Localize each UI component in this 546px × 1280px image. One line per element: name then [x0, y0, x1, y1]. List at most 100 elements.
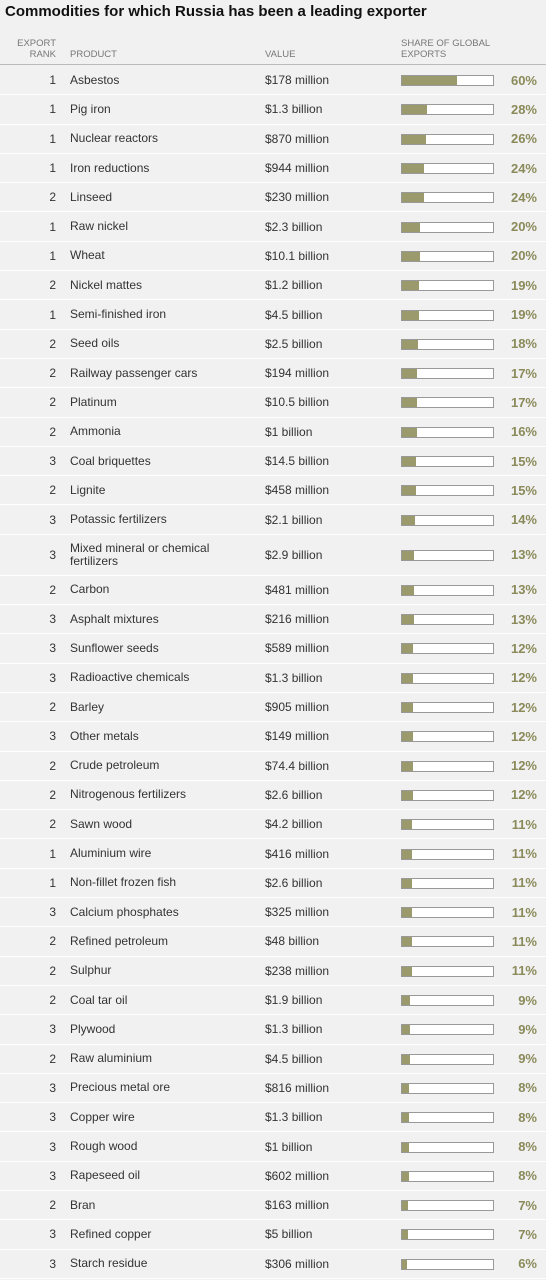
product: Linseed: [70, 189, 113, 204]
product: Nuclear reactors: [70, 131, 159, 146]
rank: 1: [49, 131, 56, 146]
share-bar: [402, 732, 413, 742]
value: $944 million: [265, 161, 330, 176]
share-bar-track: [401, 1112, 494, 1124]
value: $10.5 billion: [265, 395, 330, 410]
rank: 2: [49, 787, 56, 802]
value: $14.5 billion: [265, 454, 330, 468]
product: Sawn wood: [70, 816, 133, 831]
share-bar-track: [401, 514, 494, 526]
value: $416 million: [265, 846, 330, 861]
share-bar-track: [401, 456, 494, 467]
table-row: 2 Carbon $481 million 13%: [0, 576, 546, 606]
share-label: 20%: [510, 248, 537, 264]
share-bar-track: [401, 789, 494, 801]
product: Non-fillet frozen fish: [70, 875, 177, 890]
value: $5 billion: [265, 1227, 313, 1242]
share-bar: [402, 996, 411, 1006]
table-row: 3 Radioactive chemicals $1.3 billion 12%: [0, 664, 546, 693]
rank: 2: [49, 934, 56, 949]
rank: 3: [49, 1110, 56, 1125]
rank: 2: [49, 700, 56, 715]
share-label: 11%: [511, 963, 537, 979]
table-row: 1 Aluminium wire $416 million 11%: [0, 839, 546, 869]
share-bar-track: [401, 133, 494, 145]
table-row: 3 Rapeseed oil $602 million 8%: [0, 1162, 546, 1191]
share-bar: [402, 1083, 410, 1093]
share-bar: [402, 193, 424, 203]
share-label: 17%: [510, 394, 537, 410]
share-bar: [402, 486, 416, 496]
share-bar-track: [401, 1053, 494, 1065]
header-value: VALUE: [265, 49, 296, 60]
table-row: 1 Pig iron $1.3 billion 28%: [0, 95, 546, 125]
share-bar-track: [401, 192, 494, 204]
share-label: 28%: [510, 101, 537, 117]
share-label: 19%: [510, 307, 537, 323]
value: $1 billion: [265, 1139, 313, 1154]
share-label: 12%: [510, 670, 537, 686]
share-bar-track: [401, 1141, 494, 1153]
product: Refined copper: [70, 1226, 152, 1241]
table-row: 3 Refined copper $5 billion 7%: [0, 1220, 546, 1250]
share-label: 7%: [518, 1197, 537, 1213]
share-bar: [402, 585, 414, 595]
share-bar-track: [401, 75, 494, 87]
header-share: SHARE OF GLOBAL EXPORTS: [401, 38, 490, 60]
rank: 3: [49, 1227, 56, 1242]
value: $238 million: [265, 963, 330, 978]
product: Ammonia: [70, 424, 121, 439]
product: Platinum: [70, 394, 117, 409]
header-product: PRODUCT: [70, 49, 117, 60]
product: Semi-finished iron: [70, 307, 167, 322]
table-row: 2 Lignite $458 million 15%: [0, 476, 546, 506]
product: Rough wood: [70, 1139, 138, 1154]
value: $4.2 billion: [265, 817, 323, 832]
share-label: 7%: [518, 1226, 537, 1242]
product: Sulphur: [70, 963, 112, 978]
share-bar-track: [401, 549, 494, 561]
table-row: 2 Barley $905 million 12%: [0, 693, 546, 723]
share-bar-track: [401, 221, 494, 233]
share-bar: [402, 550, 414, 560]
table-row: 3 Coal briquettes $14.5 billion 15%: [0, 447, 546, 477]
table-row: 1 Raw nickel $2.3 billion 20%: [0, 212, 546, 242]
value: $2.6 billion: [265, 875, 323, 890]
share-bar: [402, 1259, 408, 1269]
table-row: 3 Plywood $1.3 billion 9%: [0, 1015, 546, 1045]
rank: 2: [49, 817, 56, 832]
share-label: 9%: [518, 992, 537, 1008]
product: Iron reductions: [70, 160, 150, 175]
product: Copper wire: [70, 1109, 135, 1124]
value: $1.3 billion: [265, 1110, 323, 1125]
value: $602 million: [265, 1168, 330, 1183]
product: Coal tar oil: [70, 992, 128, 1007]
table-row: 3 Precious metal ore $816 million 8%: [0, 1074, 546, 1104]
table-row: 2 Coal tar oil $1.9 billion 9%: [0, 986, 546, 1016]
rank: 3: [49, 670, 56, 685]
rank: 1: [49, 219, 56, 234]
share-label: 8%: [518, 1080, 537, 1096]
rank: 2: [49, 1198, 56, 1213]
rank: 3: [49, 1022, 56, 1037]
share-bar-track: [401, 1258, 494, 1270]
share-bar: [402, 427, 417, 437]
value: $481 million: [265, 582, 330, 597]
table-row: 2 Bran $163 million 7%: [0, 1191, 546, 1221]
table-row: 3 Potassic fertilizers $2.1 billion 14%: [0, 505, 546, 535]
table-row: 2 Seed oils $2.5 billion 18%: [0, 330, 546, 359]
share-bar: [402, 164, 424, 174]
share-bar: [402, 966, 412, 976]
share-bar-track: [401, 643, 494, 655]
value: $1.2 billion: [265, 278, 323, 293]
rank: 1: [49, 248, 56, 263]
rank: 2: [49, 190, 56, 205]
product: Bran: [70, 1197, 96, 1212]
product: Seed oils: [70, 336, 120, 351]
value: $230 million: [265, 190, 330, 205]
table-row: 2 Ammonia $1 billion 16%: [0, 418, 546, 447]
product: Mixed mineral or chemical fertilizers: [70, 540, 210, 568]
value: $74.4 billion: [265, 758, 330, 773]
share-label: 24%: [510, 189, 537, 205]
